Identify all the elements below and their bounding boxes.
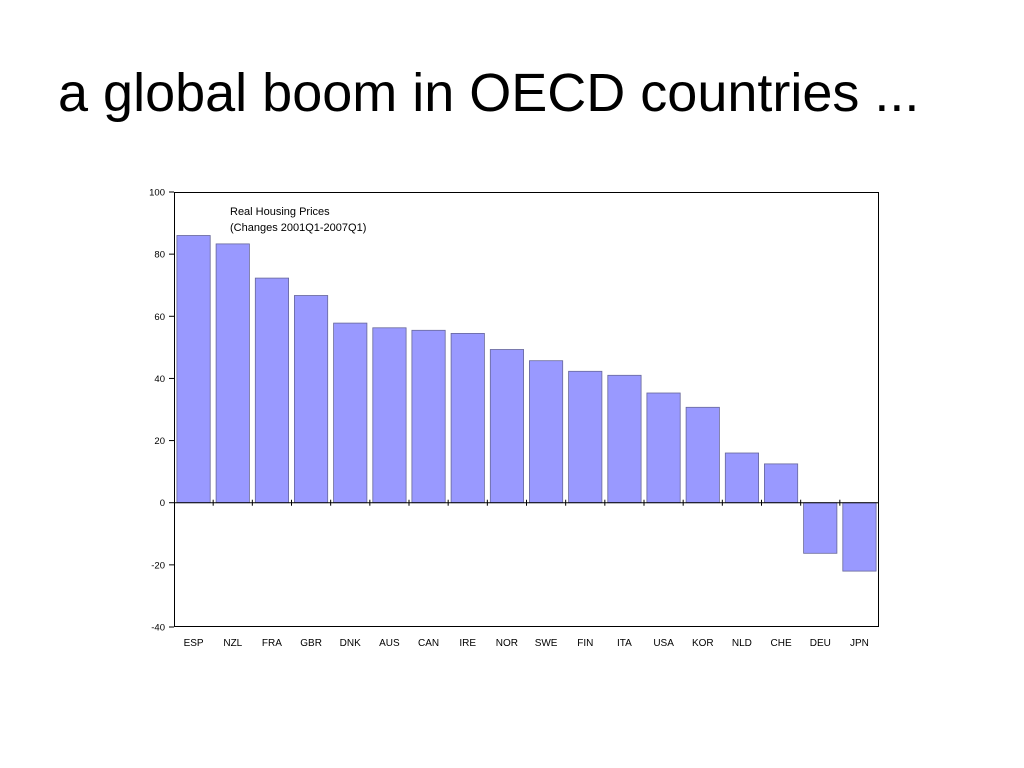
bar-ita (607, 374, 642, 504)
x-tick-label-dnk: DNK (340, 638, 361, 649)
slide-title: a global boom in OECD countries ... (58, 63, 920, 123)
bar-group (176, 235, 877, 572)
y-tick-label: -20 (151, 560, 165, 571)
x-tick-label-fra: FRA (262, 638, 282, 649)
bar-swe (529, 360, 564, 504)
y-tick-label: 20 (154, 436, 165, 447)
x-tick-label-nld: NLD (732, 638, 752, 649)
x-tick-label-can: CAN (418, 638, 439, 649)
bar-can (411, 329, 446, 504)
bar-usa (646, 392, 681, 504)
y-tick-label: 0 (160, 498, 165, 509)
x-tick-label-kor: KOR (692, 638, 714, 649)
bar-nzl (215, 243, 250, 504)
x-tick-label-gbr: GBR (300, 638, 322, 649)
chart-annotation-line-1: Real Housing Prices (230, 206, 330, 218)
x-tick-label-nor: NOR (496, 638, 518, 649)
bar-ire (450, 332, 485, 504)
x-tick-label-fin: FIN (577, 638, 593, 649)
bar-che (764, 463, 799, 504)
bar-fin (568, 370, 603, 504)
x-tick-label-aus: AUS (379, 638, 400, 649)
bar-aus (372, 327, 407, 504)
x-axis-labels: ESP NZL FRA GBR DNK AUS CAN IRE NOR SWE FIN ITA USA K… (184, 638, 869, 649)
x-tick-label-ita: ITA (617, 638, 632, 649)
y-tick-label: 100 (149, 188, 165, 199)
x-tick-label-swe: SWE (535, 638, 558, 649)
bar-dnk (333, 322, 368, 504)
bar-nld (724, 452, 759, 504)
y-tick-label: 60 (154, 312, 165, 323)
x-tick-label-jpn: JPN (850, 638, 869, 649)
y-tick-label: 80 (154, 250, 165, 261)
bar-gbr (293, 295, 329, 504)
x-tick-label-usa: USA (653, 638, 674, 649)
y-tick-label: -40 (151, 623, 165, 634)
plot-frame (174, 192, 879, 627)
bar-kor (685, 406, 720, 504)
y-axis: 100 80 60 40 20 0 -20 -40 (149, 188, 174, 634)
bar-fra (254, 277, 290, 504)
bar-jpn (842, 502, 877, 572)
x-tick-label-che: CHE (771, 638, 792, 649)
x-tick-marks (212, 499, 841, 506)
bar-nor (489, 349, 524, 504)
x-tick-label-ire: IRE (459, 638, 476, 649)
bar-deu (803, 502, 838, 554)
chart-annotation-line-2: (Changes 2001Q1-2007Q1) (230, 222, 366, 234)
x-tick-label-deu: DEU (810, 638, 831, 649)
x-tick-label-nzl: NZL (223, 638, 242, 649)
bar-esp (176, 235, 211, 504)
y-tick-label: 40 (154, 374, 165, 385)
x-tick-label-esp: ESP (184, 638, 204, 649)
